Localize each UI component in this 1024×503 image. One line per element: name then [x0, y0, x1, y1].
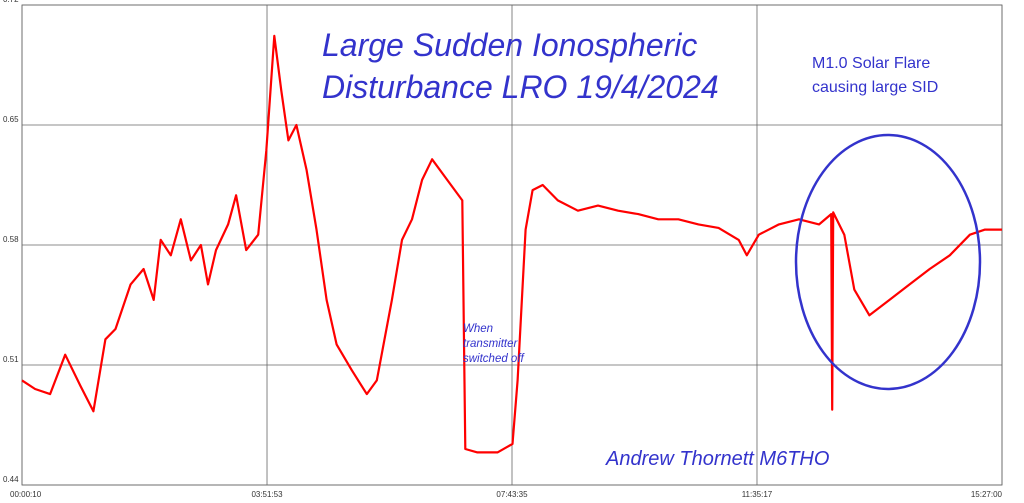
- y-tick-label: 0.51: [3, 355, 19, 364]
- x-tick-label: 07:43:35: [496, 490, 528, 499]
- x-tick-label: 15:27:00: [971, 490, 1003, 499]
- annotation: When transmitter switched off: [463, 323, 524, 365]
- annotation: M1.0 Solar Flare causing large SID: [812, 55, 939, 96]
- x-tick-label: 11:35:17: [742, 490, 773, 499]
- chart-title: Large Sudden Ionospheric Disturbance LRO…: [322, 27, 719, 105]
- highlight-ellipse: [794, 133, 982, 391]
- y-tick-label: 0.65: [3, 115, 19, 124]
- x-tick-label: 00:00:10: [10, 490, 42, 499]
- annotation: Andrew Thornett M6THO: [606, 448, 830, 470]
- x-tick-label: 03:51:53: [251, 490, 283, 499]
- y-tick-label: 0.72: [3, 0, 19, 4]
- data-line: [21, 34, 1002, 454]
- y-tick-label: 0.44: [3, 475, 19, 484]
- y-tick-label: 0.58: [3, 235, 19, 244]
